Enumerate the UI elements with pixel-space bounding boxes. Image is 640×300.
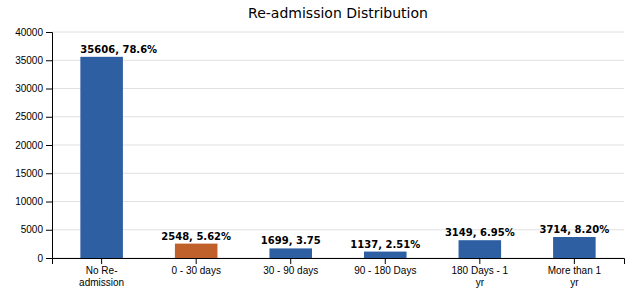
tick-label: 0 <box>37 253 43 264</box>
tick-label-line: yr <box>476 277 485 288</box>
tick-mark <box>46 145 52 146</box>
tick-label: No Re-admission <box>79 265 124 288</box>
bar <box>80 57 123 258</box>
grid-line <box>52 145 624 146</box>
grid-line <box>52 88 624 89</box>
tick-label-line: admission <box>79 277 124 288</box>
tick: 30 - 90 days <box>263 258 318 276</box>
data-label: 3149, 6.95% <box>445 227 515 238</box>
tick-mark <box>46 230 52 231</box>
tick-label: 0 - 30 days <box>171 265 220 276</box>
axis-line <box>53 259 625 265</box>
tick-label-line: 180 Days - 1 <box>451 265 508 276</box>
tick-label: 180 Days - 1yr <box>451 265 508 288</box>
tick-label: 40000 <box>15 27 43 38</box>
bar <box>459 240 502 258</box>
x-axis: No Re-admission 0 - 30 days 30 - 90 days 90… <box>53 258 625 288</box>
tick: 90 - 180 Days <box>354 258 416 276</box>
tick-mark <box>574 258 575 264</box>
tick: 5000 <box>21 224 52 235</box>
tick: More than 1yr <box>548 258 602 288</box>
data-label: 2548, 5.62% <box>161 231 231 242</box>
y-axis: 0 5000 10000 15000 20000 25000 30000 35000 40000 <box>15 27 52 264</box>
tick: 0 - 30 days <box>171 258 220 276</box>
tick-label-line: 0 - 30 days <box>171 265 220 276</box>
data-label: 1699, 3.75 <box>261 235 321 246</box>
tick-label-line: No Re- <box>86 265 118 276</box>
tick-mark <box>46 60 52 61</box>
tick-label: 35000 <box>15 55 43 66</box>
tick-mark <box>46 32 52 33</box>
tick-label: 15000 <box>15 168 43 179</box>
grid-line <box>52 32 624 33</box>
tick: No Re-admission <box>79 258 124 288</box>
tick-label-line: yr <box>570 277 579 288</box>
data-label: 35606, 78.6% <box>80 44 157 55</box>
bar <box>269 248 312 258</box>
tick: 20000 <box>15 140 52 151</box>
grid-line <box>52 116 624 117</box>
tick-mark <box>46 202 52 203</box>
tick-mark <box>385 258 386 264</box>
tick-label: More than 1yr <box>548 265 602 288</box>
tick: 35000 <box>15 55 52 66</box>
grid-line <box>52 173 624 174</box>
tick: 25000 <box>15 111 52 122</box>
tick: 15000 <box>15 168 52 179</box>
tick-mark <box>46 89 52 90</box>
tick-mark <box>290 258 291 264</box>
bar <box>553 237 596 258</box>
tick-label: 30000 <box>15 83 43 94</box>
tick-mark <box>46 173 52 174</box>
grid-line <box>52 60 624 61</box>
bar <box>175 244 218 258</box>
tick-mark <box>46 117 52 118</box>
tick-label-line: 90 - 180 Days <box>354 265 416 276</box>
tick-label: 25000 <box>15 111 43 122</box>
bars <box>80 57 595 258</box>
grid-line <box>52 201 624 202</box>
tick-mark <box>46 258 52 259</box>
tick-mark <box>196 258 197 264</box>
tick-label: 30 - 90 days <box>263 265 318 276</box>
axis-line <box>46 33 53 259</box>
plot: 0 5000 10000 15000 20000 25000 30000 35000 40000… <box>15 27 624 288</box>
tick-label: 90 - 180 Days <box>354 265 416 276</box>
tick-label: 10000 <box>15 196 43 207</box>
tick: 10000 <box>15 196 52 207</box>
tick: 0 <box>37 253 52 264</box>
data-label: 3714, 8.20% <box>539 224 609 235</box>
tick: 40000 <box>15 27 52 38</box>
tick-label: 20000 <box>15 140 43 151</box>
bar <box>364 252 407 258</box>
tick-mark <box>479 258 480 264</box>
data-labels: 35606, 78.6% 2548, 5.62% 1699, 3.75 1137, 2… <box>80 44 609 250</box>
data-label: 1137, 2.51% <box>350 239 420 250</box>
tick: 30000 <box>15 83 52 94</box>
grid-line <box>52 229 624 230</box>
tick-mark <box>101 258 102 264</box>
tick-label-line: More than 1 <box>548 265 602 276</box>
chart: 0 5000 10000 15000 20000 25000 30000 35000 40000… <box>0 0 640 300</box>
tick-label: 5000 <box>21 224 44 235</box>
tick-label-line: 30 - 90 days <box>263 265 318 276</box>
grid <box>52 32 624 258</box>
tick: 180 Days - 1yr <box>451 258 508 288</box>
title: Re-admission Distribution <box>248 5 428 21</box>
